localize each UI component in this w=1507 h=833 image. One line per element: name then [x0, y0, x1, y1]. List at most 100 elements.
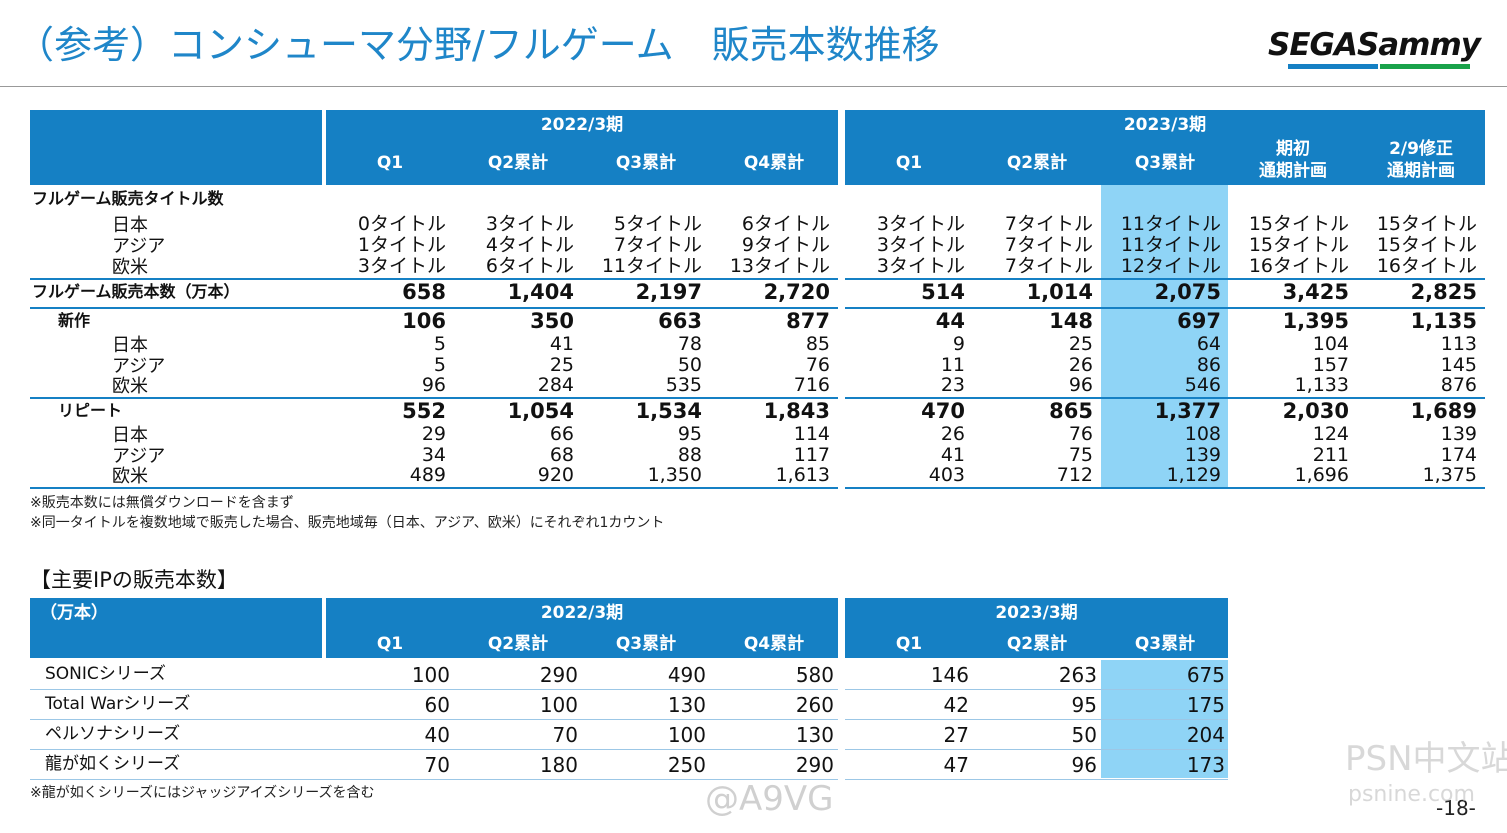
row-divider [30, 278, 838, 280]
cell: 5 [433, 333, 446, 355]
cell: 9タイトル [741, 234, 830, 256]
row-label: 日本 [112, 425, 148, 446]
row-divider [30, 749, 838, 750]
cell: 96 [1071, 753, 1097, 777]
header-cell [845, 598, 1228, 658]
cell: 260 [795, 693, 834, 717]
row-label: SONICシリーズ [45, 664, 166, 684]
column-header: Q1 [895, 634, 923, 654]
cell: 12タイトル [1120, 255, 1221, 277]
cell: 1タイトル [357, 234, 446, 256]
note: ※同一タイトルを複数地域で販売した場合、販売地域毎（日本、アジア、欧米）にそれぞ… [30, 515, 665, 531]
watermark: @A9VG [705, 779, 834, 819]
row-divider [845, 397, 1485, 399]
cell: 663 [658, 309, 702, 333]
cell: 100 [411, 663, 450, 687]
cell: 23 [940, 374, 965, 396]
cell: 1,534 [635, 399, 702, 423]
cell: 1,129 [1166, 464, 1221, 486]
cell: 211 [1312, 444, 1349, 466]
cell: 877 [786, 309, 830, 333]
cell: 350 [530, 309, 574, 333]
cell: 0タイトル [357, 213, 446, 235]
cell: 157 [1312, 354, 1349, 376]
cell: 290 [795, 753, 834, 777]
column-header: 2/9修正 通期計画 [1387, 139, 1455, 182]
cell: 25 [1068, 333, 1093, 355]
cell: 95 [1071, 693, 1097, 717]
cell: 658 [402, 280, 446, 304]
cell: 50 [677, 354, 702, 376]
cell: 1,054 [507, 399, 574, 423]
note: ※龍が如くシリーズにはジャッジアイズシリーズを含む [30, 785, 375, 801]
cell: 15タイトル [1248, 234, 1349, 256]
cell: 11タイトル [601, 255, 702, 277]
cell: 68 [549, 444, 574, 466]
cell: 78 [677, 333, 702, 355]
row-label: アジア [112, 236, 166, 257]
group-header: 2022/3期 [540, 115, 624, 135]
cell: 546 [1184, 374, 1221, 396]
cell: 124 [1312, 423, 1349, 445]
row-label: 欧米 [112, 376, 148, 397]
row-label: ペルソナシリーズ [45, 724, 181, 744]
watermark: PSN中文站 [1345, 739, 1507, 779]
header-cell [845, 110, 1485, 185]
cell: 6タイトル [741, 213, 830, 235]
cell: 535 [665, 374, 702, 396]
column-header: Q3累計 [615, 634, 677, 654]
cell: 250 [667, 753, 706, 777]
cell: 15タイトル [1376, 213, 1477, 235]
cell: 920 [537, 464, 574, 486]
cell: 2,197 [635, 280, 702, 304]
group-header: 2022/3期 [540, 603, 624, 623]
header-cell [30, 598, 322, 658]
cell: 403 [928, 464, 965, 486]
column-header: Q4累計 [743, 634, 805, 654]
cell: 290 [539, 663, 578, 687]
cell: 3タイトル [485, 213, 574, 235]
cell: 470 [921, 399, 965, 423]
column-header: Q2累計 [1006, 634, 1068, 654]
cell: 175 [1186, 693, 1225, 717]
cell: 26 [1068, 354, 1093, 376]
cell: 7タイトル [1004, 255, 1093, 277]
row-label: Total Warシリーズ [45, 694, 191, 714]
row-divider [30, 779, 838, 780]
row-divider [845, 719, 1228, 720]
cell: 96 [1068, 374, 1093, 396]
cell: 3タイトル [876, 234, 965, 256]
cell: 716 [793, 374, 830, 396]
cell: 1,843 [763, 399, 830, 423]
header-rule [0, 86, 1507, 87]
header-cell [326, 598, 838, 658]
row-label: アジア [112, 356, 166, 377]
column-header: Q3累計 [615, 153, 677, 173]
cell: 15タイトル [1376, 234, 1477, 256]
column-header: Q3累計 [1134, 634, 1196, 654]
row-label: フルゲーム販売タイトル数 [32, 189, 224, 208]
cell: 148 [1049, 309, 1093, 333]
cell: 5タイトル [613, 213, 702, 235]
cell: 76 [805, 354, 830, 376]
cell: 145 [1440, 354, 1477, 376]
cell: 1,395 [1282, 309, 1349, 333]
row-divider [30, 487, 838, 489]
cell: 100 [539, 693, 578, 717]
cell: 490 [667, 663, 706, 687]
cell: 675 [1186, 663, 1225, 687]
cell: 1,689 [1410, 399, 1477, 423]
cell: 7タイトル [613, 234, 702, 256]
cell: 75 [1068, 444, 1093, 466]
cell: 11タイトル [1120, 213, 1221, 235]
row-divider [845, 689, 1228, 690]
header-cell [326, 110, 838, 185]
cell: 60 [424, 693, 450, 717]
cell: 64 [1196, 333, 1221, 355]
cell: 113 [1440, 333, 1477, 355]
cell: 76 [1068, 423, 1093, 445]
cell: 117 [793, 444, 830, 466]
logo: SEGASammy [1268, 27, 1481, 63]
cell: 130 [667, 693, 706, 717]
cell: 1,133 [1294, 374, 1349, 396]
